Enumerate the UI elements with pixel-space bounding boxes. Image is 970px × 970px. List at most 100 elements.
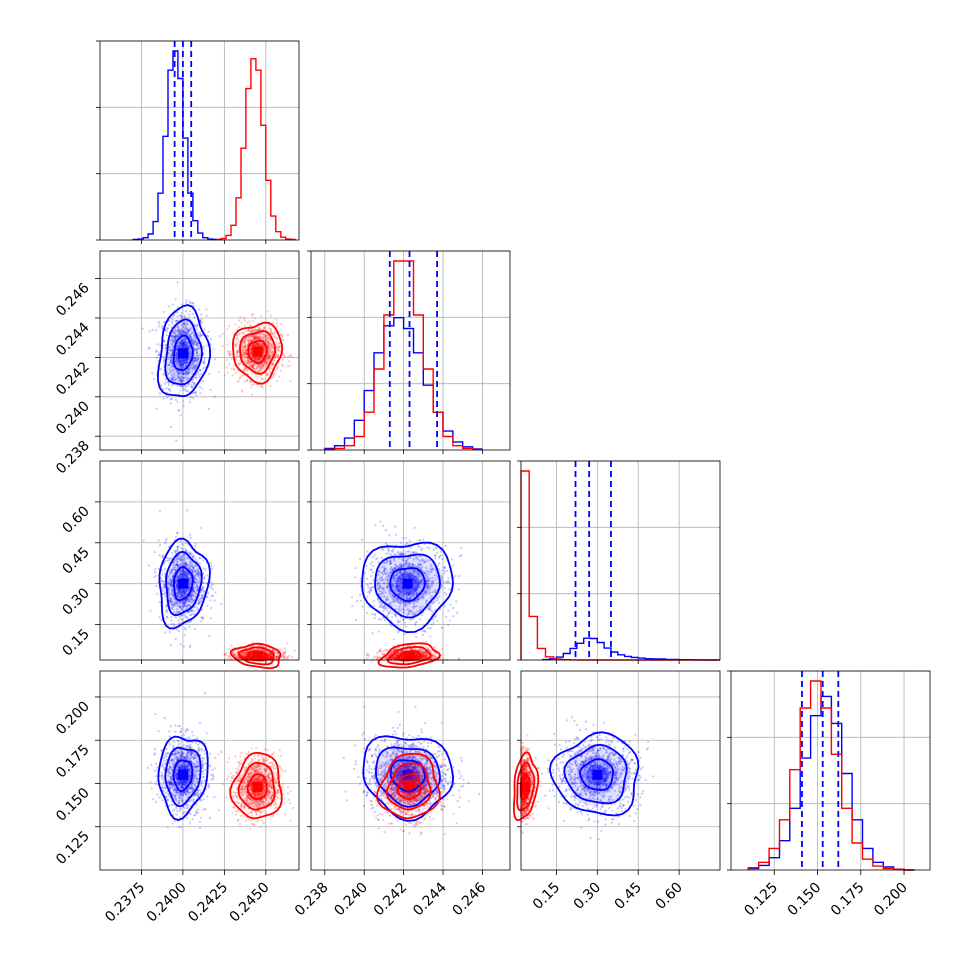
sample-point	[438, 601, 441, 605]
sample-point	[428, 608, 431, 611]
sample-point	[170, 374, 173, 377]
sample-point	[173, 341, 176, 344]
sample-point	[371, 632, 374, 635]
sample-point	[191, 386, 194, 389]
sample-point	[210, 564, 213, 568]
sample-point	[237, 319, 241, 322]
sample-point	[179, 363, 182, 366]
sample-point	[201, 597, 204, 600]
sample-point	[185, 299, 188, 302]
grid-layer	[100, 40, 930, 870]
sample-point	[161, 554, 165, 557]
sample-point	[275, 342, 278, 345]
sample-point	[172, 314, 175, 317]
sample-point	[202, 559, 205, 562]
sample-point	[162, 310, 165, 313]
sample-point	[250, 386, 253, 389]
sample-point	[243, 380, 246, 383]
sample-point	[194, 364, 197, 368]
sample-point	[203, 359, 206, 362]
sample-point	[257, 376, 261, 379]
sample-point	[180, 547, 183, 550]
sample-point	[281, 364, 284, 367]
sample-point	[235, 355, 238, 358]
sample-point	[177, 363, 180, 366]
sample-point	[151, 328, 154, 331]
sample-point	[391, 550, 394, 554]
sample-point	[237, 379, 240, 382]
sample-point	[192, 343, 195, 346]
sample-point	[169, 644, 172, 647]
sample-point	[201, 594, 204, 597]
sample-point	[158, 616, 161, 619]
sample-point	[176, 342, 179, 345]
sample-point	[182, 400, 185, 403]
sample-point	[250, 372, 253, 375]
sample-point	[174, 339, 177, 342]
sample-point	[181, 385, 184, 388]
sample-point	[445, 615, 448, 619]
sample-point	[272, 376, 275, 379]
sample-point	[243, 319, 246, 322]
sample-point	[184, 340, 187, 343]
sample-point	[262, 386, 265, 389]
sample-point	[231, 374, 234, 377]
sample-point	[236, 352, 239, 355]
sample-point	[218, 335, 221, 338]
sample-point	[164, 378, 167, 381]
sample-point	[176, 532, 179, 535]
sample-point	[162, 397, 165, 400]
sample-point	[430, 623, 434, 626]
sample-point	[202, 367, 205, 370]
sample-point	[389, 552, 392, 555]
sample-point	[213, 599, 216, 602]
sample-point	[203, 577, 206, 580]
sample-point	[163, 568, 166, 571]
sample-point	[170, 342, 173, 345]
sample-point	[167, 387, 170, 390]
sample-point	[184, 310, 188, 313]
sample-point	[182, 358, 185, 362]
sample-point	[188, 625, 191, 628]
sample-point	[369, 582, 372, 585]
sample-point	[290, 356, 294, 359]
sample-point	[365, 565, 368, 568]
sample-point	[182, 388, 185, 392]
sample-point	[221, 332, 224, 335]
sample-point	[279, 322, 282, 325]
sample-point	[174, 378, 178, 381]
sample-point	[278, 375, 281, 378]
sample-point	[233, 368, 236, 371]
sample-point	[195, 348, 198, 351]
sample-point	[384, 552, 388, 555]
sample-point	[275, 318, 278, 321]
sample-point	[278, 342, 281, 345]
sample-point	[193, 316, 196, 319]
sample-point	[182, 372, 185, 375]
sample-point	[195, 351, 198, 354]
sample-point	[429, 635, 432, 638]
sample-point	[201, 616, 204, 619]
sample-point	[171, 318, 175, 321]
sample-point	[446, 569, 449, 572]
sample-point	[182, 343, 186, 346]
sample-point	[167, 363, 171, 367]
sample-point	[442, 572, 446, 575]
sample-point	[209, 617, 212, 620]
sample-point	[223, 374, 226, 377]
sample-point	[418, 546, 421, 549]
sample-point	[189, 301, 192, 304]
sample-point	[359, 599, 362, 602]
sample-point	[354, 567, 357, 570]
sample-point	[286, 656, 289, 659]
sample-point	[177, 392, 180, 395]
sample-point	[183, 634, 186, 637]
sample-point	[166, 396, 169, 399]
sample-point	[171, 335, 174, 338]
sample-point	[386, 547, 389, 550]
sample-point	[230, 357, 233, 360]
sample-point	[178, 346, 181, 349]
sample-point	[187, 316, 190, 319]
sample-point	[210, 567, 213, 570]
sample-point	[269, 330, 272, 333]
